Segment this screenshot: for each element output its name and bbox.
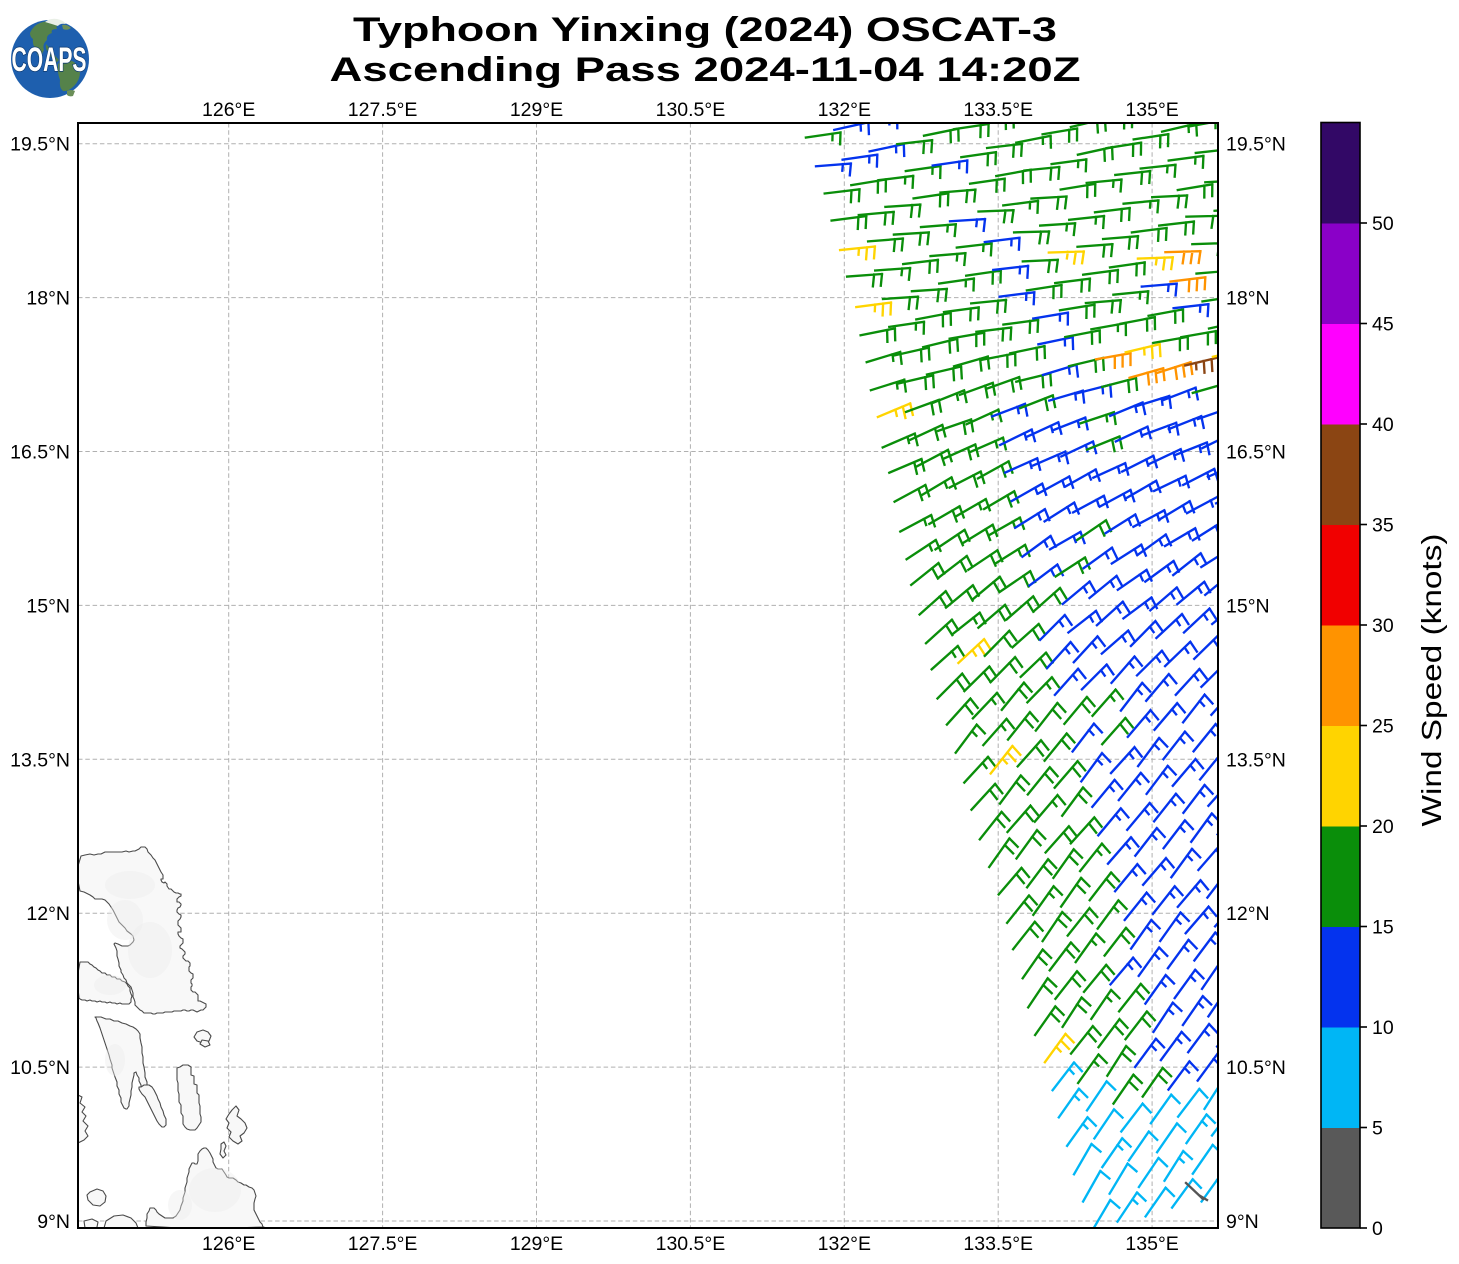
svg-text:20: 20: [1372, 816, 1394, 838]
svg-text:15°N: 15°N: [1226, 595, 1270, 617]
svg-text:127.5°E: 127.5°E: [348, 1233, 418, 1255]
svg-text:18°N: 18°N: [1226, 288, 1270, 310]
svg-text:COAPS: COAPS: [12, 41, 87, 79]
svg-text:10.5°N: 10.5°N: [10, 1057, 70, 1079]
svg-text:19.5°N: 19.5°N: [10, 134, 70, 156]
svg-text:9°N: 9°N: [37, 1211, 70, 1233]
svg-text:19.5°N: 19.5°N: [1226, 134, 1286, 156]
svg-text:5: 5: [1372, 1118, 1383, 1140]
svg-text:10: 10: [1372, 1017, 1394, 1039]
svg-text:12°N: 12°N: [26, 903, 70, 925]
svg-text:135°E: 135°E: [1125, 1233, 1178, 1255]
svg-text:130.5°E: 130.5°E: [656, 1233, 726, 1255]
svg-text:12°N: 12°N: [1226, 903, 1270, 925]
svg-text:126°E: 126°E: [202, 1233, 255, 1255]
svg-text:126°E: 126°E: [202, 99, 255, 121]
svg-text:13.5°N: 13.5°N: [1226, 749, 1286, 771]
svg-text:9°N: 9°N: [1226, 1211, 1259, 1233]
svg-text:133.5°E: 133.5°E: [963, 99, 1033, 121]
svg-text:0: 0: [1372, 1218, 1383, 1240]
svg-text:129°E: 129°E: [510, 1233, 563, 1255]
svg-text:133.5°E: 133.5°E: [963, 1233, 1033, 1255]
svg-text:135°E: 135°E: [1125, 99, 1178, 121]
svg-text:50: 50: [1372, 213, 1394, 235]
svg-text:15°N: 15°N: [26, 595, 70, 617]
svg-text:40: 40: [1372, 414, 1394, 436]
svg-text:45: 45: [1372, 314, 1394, 336]
svg-text:25: 25: [1372, 716, 1394, 738]
svg-text:130.5°E: 130.5°E: [656, 99, 726, 121]
svg-text:18°N: 18°N: [26, 288, 70, 310]
svg-text:132°E: 132°E: [818, 1233, 871, 1255]
svg-text:Wind Speed (knots): Wind Speed (knots): [1416, 534, 1447, 827]
svg-text:16.5°N: 16.5°N: [1226, 442, 1286, 464]
svg-text:15: 15: [1372, 917, 1394, 939]
svg-text:16.5°N: 16.5°N: [10, 442, 70, 464]
svg-text:13.5°N: 13.5°N: [10, 749, 70, 771]
svg-text:127.5°E: 127.5°E: [348, 99, 418, 121]
svg-text:30: 30: [1372, 615, 1394, 637]
svg-text:Typhoon Yinxing (2024) OSCAT-3: Typhoon Yinxing (2024) OSCAT-3: [353, 11, 1057, 49]
svg-text:35: 35: [1372, 515, 1394, 537]
svg-text:10.5°N: 10.5°N: [1226, 1057, 1286, 1079]
svg-text:132°E: 132°E: [818, 99, 871, 121]
svg-text:129°E: 129°E: [510, 99, 563, 121]
svg-text:Ascending Pass 2024-11-04 14:2: Ascending Pass 2024-11-04 14:20Z: [330, 51, 1081, 89]
